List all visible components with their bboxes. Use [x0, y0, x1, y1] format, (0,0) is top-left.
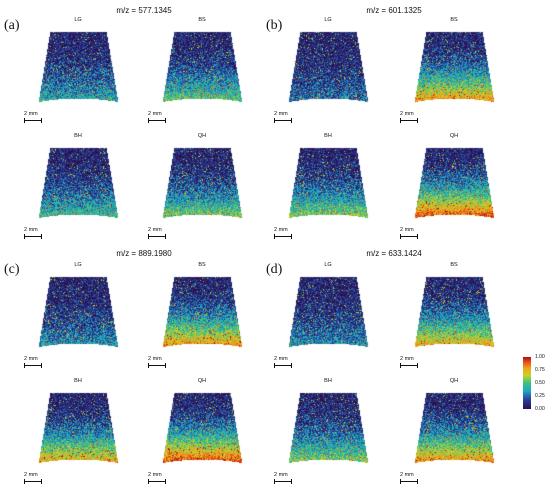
scale-bar	[274, 361, 292, 369]
scale-label: 2 mm	[148, 356, 162, 362]
label-lg-b: LG	[324, 17, 332, 23]
label-bs-a: BS	[198, 17, 206, 23]
scale-bar	[24, 477, 42, 485]
label-bs-c: BS	[198, 262, 206, 268]
ms-image-qh-c	[160, 391, 244, 465]
panel-letter-c: (c)	[4, 262, 20, 277]
scale-label: 2 mm	[148, 227, 162, 233]
scale-label: 2 mm	[274, 356, 288, 362]
scale-label: 2 mm	[400, 472, 414, 478]
panel-letter-d: (d)	[266, 262, 283, 277]
ms-image-bs-a	[160, 30, 244, 104]
ms-image-bh-a	[36, 146, 120, 220]
ms-image-lg-b	[286, 30, 370, 104]
mz-title-a: m/z = 577.1345	[116, 6, 172, 15]
scale-label: 2 mm	[24, 227, 38, 233]
ms-image-lg-a	[36, 30, 120, 104]
ms-image-qh-b	[412, 146, 496, 220]
ms-image-qh-a	[160, 146, 244, 220]
scale-label: 2 mm	[400, 111, 414, 117]
ms-image-bh-b	[286, 146, 370, 220]
scale-bar	[274, 232, 292, 240]
ms-image-bs-c	[160, 275, 244, 349]
label-lg-a: LG	[74, 17, 82, 23]
ms-image-bs-b	[412, 30, 496, 104]
ms-image-lg-c	[36, 275, 120, 349]
scale-label: 2 mm	[274, 227, 288, 233]
label-bh-a: BH	[74, 133, 82, 139]
ms-image-lg-d	[286, 275, 370, 349]
label-bh-b: BH	[324, 133, 332, 139]
ms-image-bh-c	[36, 391, 120, 465]
label-lg-d: LG	[324, 262, 332, 268]
scale-bar	[274, 477, 292, 485]
colorbar-tick: 0.25	[535, 393, 545, 399]
colorbar-tick: 0.50	[535, 380, 545, 386]
scale-label: 2 mm	[24, 472, 38, 478]
scale-label: 2 mm	[148, 472, 162, 478]
ms-image-bh-d	[286, 391, 370, 465]
scale-bar	[400, 116, 418, 124]
colorbar-tick: 1.00	[535, 354, 545, 360]
label-lg-c: LG	[74, 262, 82, 268]
label-bh-d: BH	[324, 378, 332, 384]
scale-label: 2 mm	[148, 111, 162, 117]
scale-bar	[400, 361, 418, 369]
scale-bar	[148, 232, 166, 240]
label-bs-d: BS	[450, 262, 458, 268]
scale-label: 2 mm	[400, 227, 414, 233]
label-qh-c: QH	[197, 378, 207, 384]
ms-image-qh-d	[412, 391, 496, 465]
scale-label: 2 mm	[24, 111, 38, 117]
colorbar-tick: 0.75	[535, 367, 545, 373]
scale-bar	[24, 116, 42, 124]
scale-bar	[400, 232, 418, 240]
label-qh-a: QH	[197, 133, 207, 139]
scale-label: 2 mm	[274, 111, 288, 117]
scale-label: 2 mm	[274, 472, 288, 478]
ms-image-bs-d	[412, 275, 496, 349]
label-qh-d: QH	[449, 378, 459, 384]
panel-letter-a: (a)	[4, 18, 20, 33]
scale-label: 2 mm	[24, 356, 38, 362]
colorbar-tick: 0.00	[535, 406, 545, 412]
mz-title-c: m/z = 889.1980	[116, 249, 172, 258]
scale-bar	[148, 477, 166, 485]
scale-bar	[24, 361, 42, 369]
scale-bar	[274, 116, 292, 124]
scale-bar	[148, 116, 166, 124]
label-bh-c: BH	[74, 378, 82, 384]
panel-letter-b: (b)	[266, 18, 283, 33]
mz-title-b: m/z = 601.1325	[366, 6, 422, 15]
label-bs-b: BS	[450, 17, 458, 23]
scale-label: 2 mm	[400, 356, 414, 362]
label-qh-b: QH	[449, 133, 459, 139]
scale-bar	[148, 361, 166, 369]
scale-bar	[24, 232, 42, 240]
colorbar	[523, 357, 531, 409]
scale-bar	[400, 477, 418, 485]
mz-title-d: m/z = 633.1424	[366, 249, 422, 258]
